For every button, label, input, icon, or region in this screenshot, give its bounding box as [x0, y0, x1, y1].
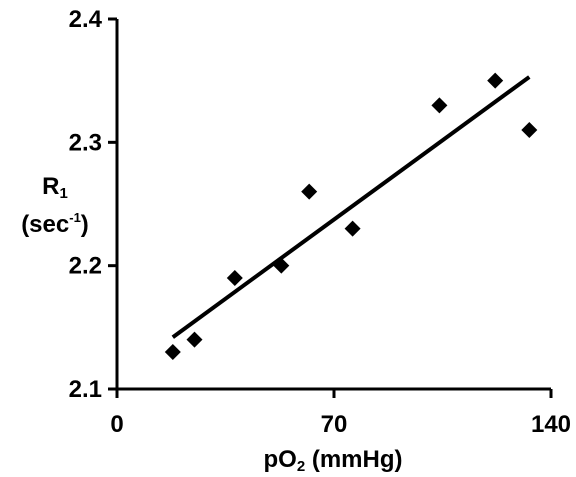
x-tick-label: 140	[531, 411, 571, 438]
x-axis-label-main: pO	[264, 446, 297, 473]
data-point-diamond	[164, 344, 181, 360]
y-axis-label-unit-end: )	[81, 211, 89, 238]
x-axis-label-subscript: 2	[297, 458, 305, 475]
y-axis-label-superscript: -1	[69, 210, 81, 225]
data-point-diamond	[487, 72, 504, 89]
data-point-diamond	[273, 257, 290, 274]
data-point-diamond	[521, 122, 538, 138]
plot-area	[164, 72, 538, 360]
axes: 2.1 2.2 2.3 2.4 0 70 140	[69, 6, 571, 438]
y-tick-label: 2.3	[69, 129, 102, 156]
data-point-diamond	[301, 183, 318, 200]
y-axis-label-line2: (sec-1)	[21, 210, 89, 238]
x-axis-label: pO2 (mmHg)	[264, 446, 403, 475]
trendline	[171, 75, 531, 339]
y-tick-label: 2.4	[69, 6, 103, 33]
y-axis-label-subscript: 1	[60, 185, 68, 202]
data-point-diamond	[431, 97, 448, 114]
data-point-diamond	[186, 331, 203, 348]
y-tick-label: 2.2	[69, 253, 102, 280]
data-point-diamond	[226, 270, 243, 286]
x-axis-label-unit: (mmHg)	[305, 446, 402, 473]
x-tick-label: 0	[110, 411, 123, 438]
y-axis-label-line1: R1	[42, 173, 68, 202]
y-tick-label: 2.1	[69, 376, 102, 403]
data-point-diamond	[344, 220, 361, 237]
y-axis-label-unit-main: (sec	[21, 211, 69, 238]
x-tick-label: 70	[321, 411, 348, 438]
y-axis-label-main: R	[42, 173, 59, 200]
